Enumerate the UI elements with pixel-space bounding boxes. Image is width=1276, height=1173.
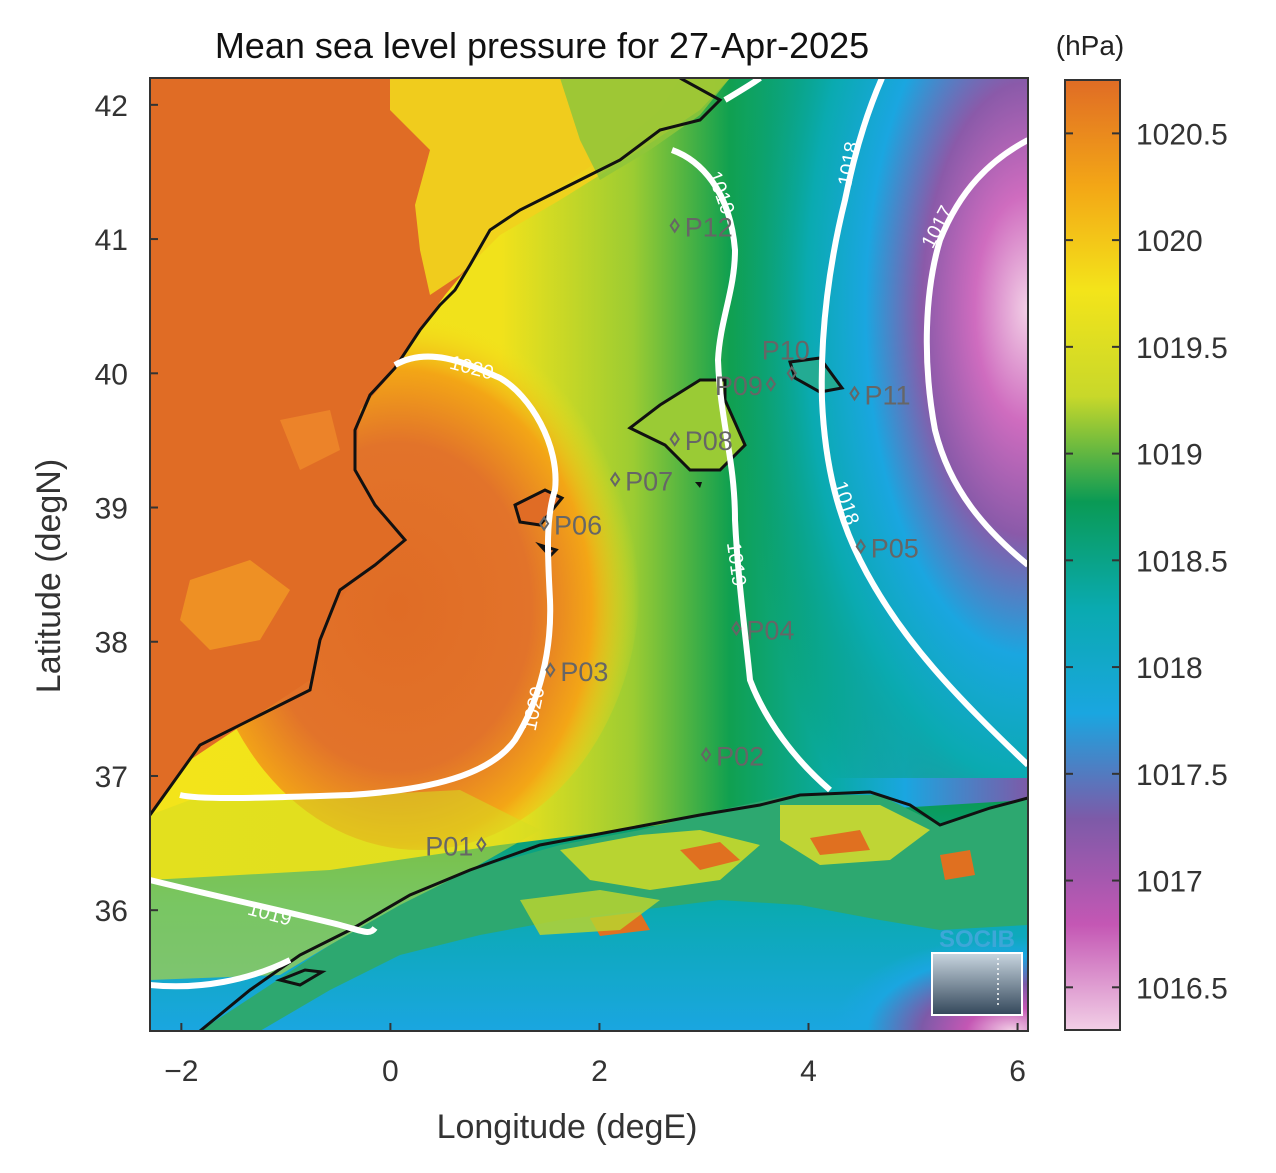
inland-highlights-2 (280, 410, 340, 470)
contour-1017-path (923, 137, 1028, 568)
y-tick-label: 37 (95, 761, 128, 794)
y-tick-label: 42 (95, 90, 128, 123)
iberia-coastline (150, 78, 723, 816)
station-label: P12 (685, 213, 733, 243)
colorbar-tick-label: 1020.5 (1136, 118, 1228, 151)
colorbar (1064, 79, 1121, 1031)
colorbar-unit: (hPa) (1056, 30, 1124, 61)
africa-coastline (199, 790, 1028, 1031)
x-tick-label: 0 (382, 1055, 399, 1088)
alboran-sea-green (150, 790, 540, 980)
station-marker[interactable] (855, 538, 866, 555)
station-label: P05 (871, 533, 919, 563)
x-tick-label: 4 (800, 1055, 817, 1088)
station-marker[interactable] (545, 662, 556, 678)
contour-1018-path (818, 78, 1028, 768)
africa-highland-3 (520, 890, 660, 935)
colorbar-tick-label: 1018 (1136, 652, 1203, 685)
station-label: P04 (746, 615, 794, 645)
station-marker[interactable] (538, 515, 550, 532)
y-axis: 36 37 38 39 40 41 42 (95, 90, 158, 928)
colorbar-tick-label: 1017.5 (1136, 759, 1228, 792)
colorbar-tick-label: 1019 (1136, 439, 1203, 472)
socib-logo-text: SOCIB (939, 926, 1015, 953)
africa-peaks (590, 830, 975, 936)
station-marker[interactable] (786, 365, 797, 382)
y-tick-label: 36 (95, 895, 128, 928)
colorbar-tick-label: 1017 (1136, 866, 1203, 899)
station-label: P02 (716, 741, 764, 771)
map-panel: 1020 1020 1019 1019 1019 1018 1018 1017 … (150, 78, 1028, 1031)
y-tick-label: 41 (95, 224, 128, 257)
contour-1020-path (179, 353, 559, 802)
station-marker[interactable] (669, 217, 680, 234)
iberia-land (150, 78, 680, 815)
y-tick-label: 38 (95, 627, 128, 660)
x-axis-label: Longitude (degE) (437, 1108, 698, 1146)
station-marker[interactable] (765, 376, 777, 392)
inland-highlights (180, 560, 290, 650)
colorbar-tick-label: 1019.5 (1136, 332, 1228, 365)
station-label: P01 (425, 831, 473, 861)
station-marker[interactable] (669, 431, 680, 447)
station-label: P09 (715, 371, 763, 401)
low-pressure-east (700, 78, 1028, 778)
x-tick-label: 6 (1009, 1055, 1026, 1088)
station-marker[interactable] (476, 836, 487, 853)
station-label: P07 (625, 466, 673, 496)
x-axis: −2 0 2 4 6 (164, 1023, 1026, 1088)
colorbar-tick-label: 1016.5 (1136, 972, 1228, 1005)
mallorca-island (627, 378, 747, 472)
station-label: P10 (762, 335, 810, 365)
station-marker[interactable] (849, 385, 860, 402)
colorbar-ticks: 1016.5 1017 1017.5 1018 1018.5 1019 1019.5 1020… (1065, 118, 1228, 1005)
socib-logo: SOCIB (931, 926, 1023, 1016)
map-frame (149, 77, 1029, 1032)
x-tick-label: −2 (164, 1055, 198, 1088)
station-label: P11 (864, 380, 910, 410)
station-marker[interactable] (731, 620, 742, 637)
contour-1019-east-path (670, 147, 832, 793)
north-coast-green (560, 78, 730, 180)
y-axis-label: Latitude (degN) (30, 459, 68, 693)
colorbar-tick-label: 1020 (1136, 225, 1203, 258)
chart-title: Mean sea level pressure for 27-Apr-2025 (215, 25, 869, 66)
station-marker[interactable] (700, 746, 712, 763)
cabrera-island (695, 482, 702, 488)
colorbar-tick-label: 1018.5 (1136, 545, 1228, 578)
station-label: P03 (560, 657, 608, 687)
x-tick-label: 2 (591, 1055, 608, 1088)
station-label: P06 (554, 511, 602, 541)
y-tick-label: 39 (95, 493, 128, 526)
alboran-island (275, 968, 327, 987)
station-marker[interactable] (609, 471, 621, 488)
contour-1019-north-path (723, 78, 762, 103)
y-tick-label: 40 (95, 358, 128, 391)
station-label: P08 (685, 426, 733, 456)
station-markers: P01 P02 P03 P04 P05 P06 P07 P08 P09 P10 P11 P12 (425, 213, 919, 862)
contour-1019-south-path (150, 877, 378, 990)
